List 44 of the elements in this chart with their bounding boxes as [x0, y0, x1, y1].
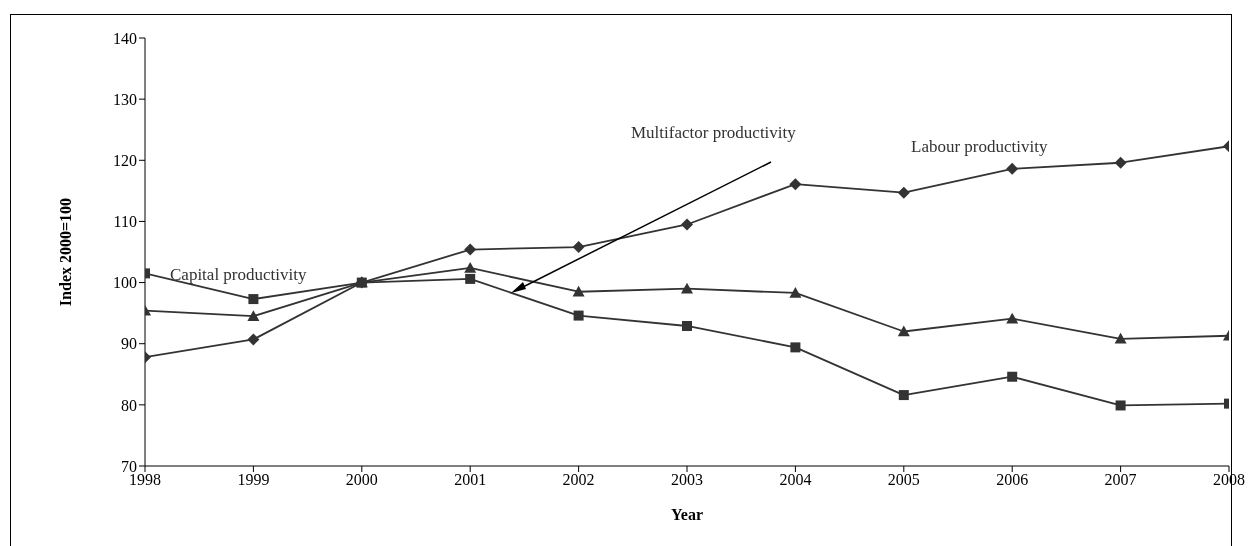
point: [897, 186, 910, 199]
point: [572, 285, 585, 297]
point: [790, 342, 801, 353]
point: [1114, 332, 1127, 344]
point: [1114, 156, 1127, 169]
x-tick-label: 2003: [671, 471, 703, 489]
y-tick-label: 140: [113, 29, 137, 47]
point: [464, 261, 477, 273]
point: [1006, 312, 1019, 324]
x-tick-label: 2006: [996, 471, 1029, 489]
x-tick-label: 2000: [345, 471, 378, 489]
x-tick-label: 2004: [779, 471, 812, 489]
point: [572, 241, 585, 254]
point: [789, 178, 802, 191]
y-tick-label: 130: [113, 90, 137, 108]
point: [681, 218, 693, 231]
y-tick-label: 120: [113, 151, 137, 169]
text: Multifactor productivity: [631, 123, 796, 143]
x-tick-label: 2007: [1104, 471, 1137, 489]
point: [682, 320, 692, 331]
point: [789, 286, 802, 298]
point: [898, 390, 909, 401]
x-tick-label: 2002: [562, 471, 595, 489]
y-tick-label: 90: [121, 335, 137, 353]
y-tick-label: 110: [113, 213, 137, 231]
x-tick-label: 1999: [237, 471, 270, 489]
point: [464, 243, 477, 256]
point: [248, 294, 259, 305]
x-tick-label: 2005: [887, 471, 920, 489]
y-tick-label: 80: [121, 396, 137, 414]
point: [1115, 400, 1126, 411]
x-tick-label: 2001: [454, 471, 487, 489]
point: [247, 333, 260, 346]
point: [897, 325, 910, 337]
y-axis-title: Index 2000=100: [56, 197, 74, 307]
series-label: Labour productivity: [911, 137, 1048, 157]
y-tick-label: 100: [113, 274, 137, 292]
series-label: Capital productivity: [170, 265, 307, 285]
point: [1006, 162, 1019, 175]
point: [247, 310, 260, 321]
x-axis-title: Year: [671, 506, 703, 523]
point: [465, 273, 476, 284]
point: [1007, 371, 1018, 382]
point: [573, 310, 584, 321]
